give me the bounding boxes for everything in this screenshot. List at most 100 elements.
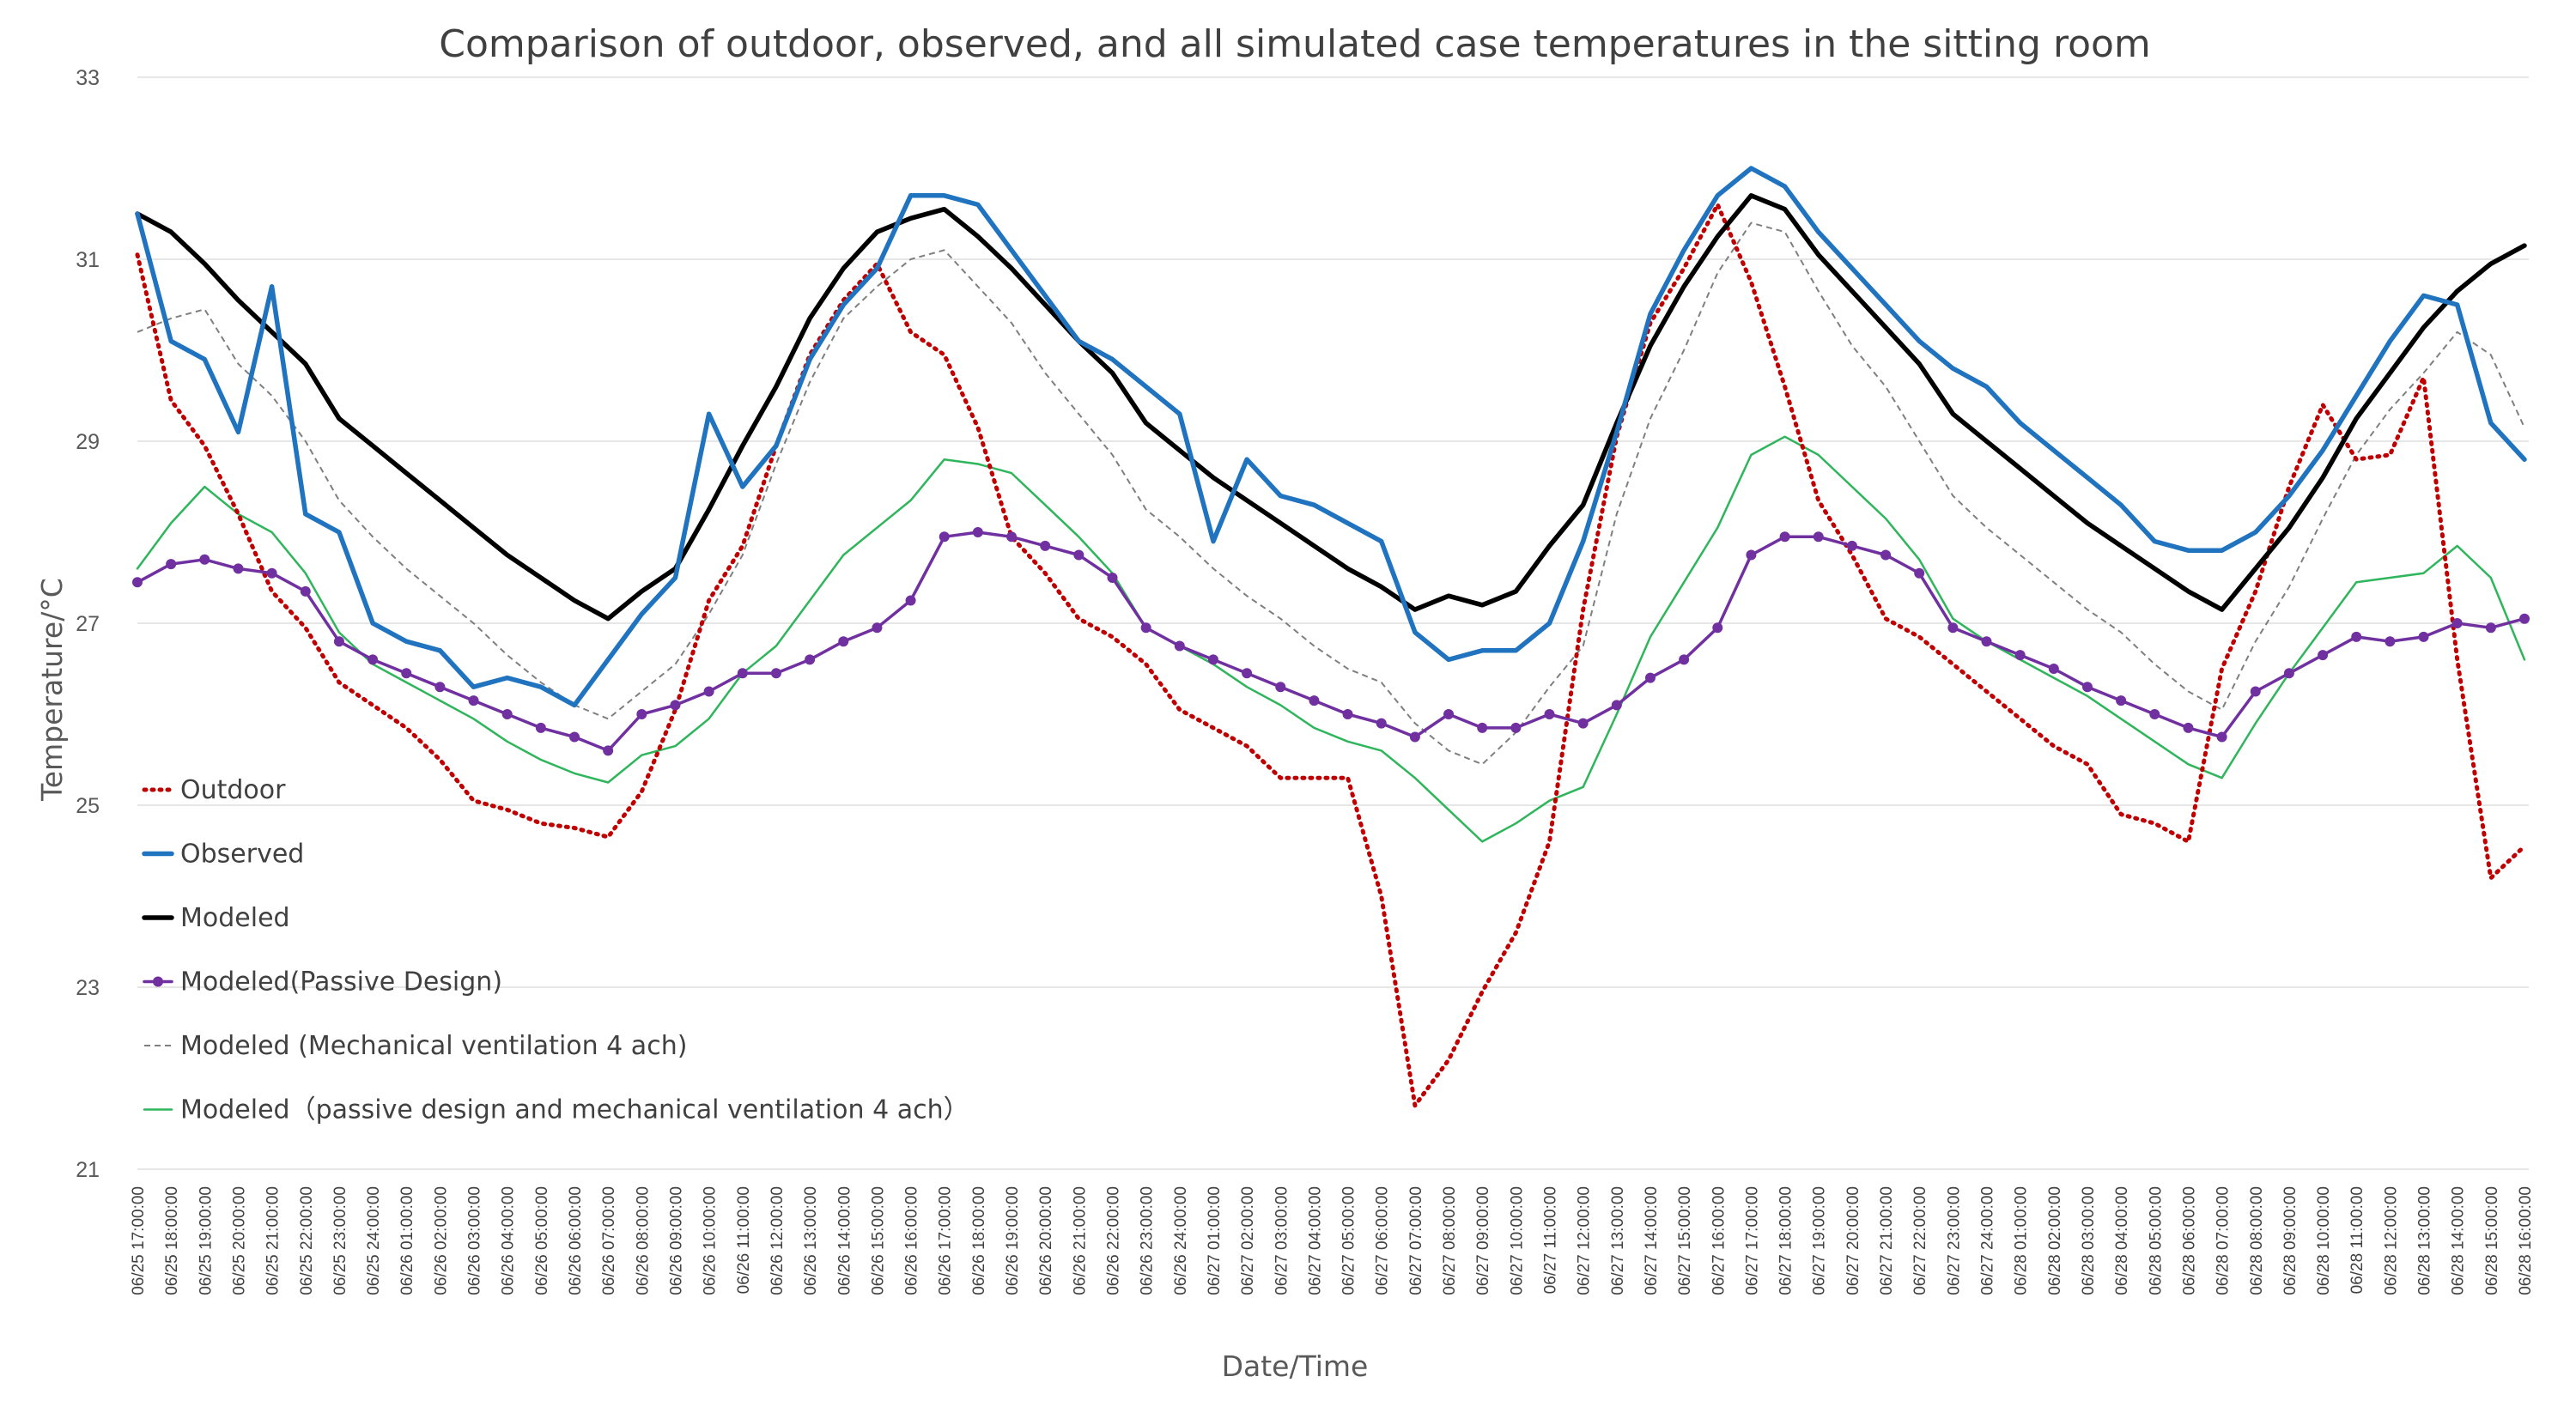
series-marker-3 (838, 636, 849, 647)
x-tick-label: 06/28 01:00:00 (2013, 1186, 2031, 1295)
series-marker-3 (1443, 709, 1455, 719)
series-marker-3 (2149, 709, 2160, 719)
x-tick-label: 06/26 15:00:00 (869, 1186, 887, 1295)
series-marker-3 (2519, 613, 2530, 624)
series-marker-3 (1813, 531, 1824, 543)
series-marker-3 (1947, 622, 1959, 634)
x-tick-label: 06/26 18:00:00 (970, 1186, 988, 1295)
series-line-4 (137, 221, 2525, 766)
x-tick-label: 06/26 19:00:00 (1004, 1186, 1022, 1295)
series-marker-3 (670, 700, 681, 711)
x-tick-label: 06/27 17:00:00 (1743, 1186, 1761, 1295)
series-marker-3 (1006, 531, 1018, 543)
x-tick-label: 06/26 14:00:00 (835, 1186, 854, 1295)
series-marker-3 (1309, 695, 1320, 706)
series-marker-3 (501, 709, 513, 719)
series-marker-3 (1577, 718, 1589, 729)
x-tick-label: 06/25 21:00:00 (264, 1186, 283, 1295)
x-tick-label: 06/27 23:00:00 (1945, 1186, 1963, 1295)
x-tick-label: 06/28 04:00:00 (2113, 1186, 2131, 1295)
x-tick-label: 06/28 07:00:00 (2215, 1186, 2233, 1295)
x-tick-label: 06/28 13:00:00 (2416, 1186, 2434, 1295)
x-tick-label: 06/27 09:00:00 (1474, 1186, 1492, 1295)
x-tick-label: 06/26 24:00:00 (1172, 1186, 1190, 1295)
series-marker-3 (166, 559, 177, 570)
x-tick-label: 06/26 22:00:00 (1104, 1186, 1122, 1295)
x-tick-label: 06/25 19:00:00 (197, 1186, 215, 1295)
series-marker-3 (1207, 654, 1218, 665)
series-marker-3 (737, 668, 748, 679)
series-marker-3 (1611, 700, 1622, 711)
x-tick-label: 06/26 04:00:00 (500, 1186, 518, 1295)
x-tick-label: 06/28 02:00:00 (2046, 1186, 2064, 1295)
y-tick-label: 33 (76, 66, 100, 90)
legend: Outdoor Observed Modeled Modeled(Passive De… (142, 775, 969, 1125)
x-tick-label: 06/27 04:00:00 (1306, 1186, 1324, 1295)
series-marker-3 (1846, 540, 1857, 551)
series-marker-3 (333, 636, 344, 647)
x-tick-label: 06/27 11:00:00 (1542, 1186, 1560, 1294)
series-marker-3 (2485, 622, 2496, 634)
x-tick-label: 06/26 23:00:00 (1139, 1186, 1157, 1295)
x-tick-label: 06/26 07:00:00 (600, 1186, 618, 1295)
series-marker-3 (805, 654, 816, 665)
series-marker-3 (1174, 640, 1185, 652)
gridlines (137, 76, 2529, 1170)
series-marker-3 (2216, 731, 2227, 743)
series-marker-3 (434, 682, 446, 693)
series-marker-3 (1342, 709, 1353, 719)
legend-label-4: Modeled (Mechanical ventilation 4 ach) (180, 1031, 687, 1061)
x-tick-label: 06/26 09:00:00 (667, 1186, 685, 1295)
x-tick-label: 06/27 02:00:00 (1239, 1186, 1257, 1295)
series-marker-3 (1914, 567, 1925, 579)
series-marker-3 (1107, 573, 1118, 583)
series-marker-3 (636, 709, 647, 719)
x-tick-label: 06/27 12:00:00 (1576, 1186, 1594, 1295)
series-marker-3 (2250, 686, 2261, 697)
x-tick-label: 06/26 16:00:00 (903, 1186, 921, 1295)
x-tick-label: 06/27 14:00:00 (1643, 1186, 1661, 1295)
legend-marker-3 (153, 976, 163, 987)
series-marker-3 (2081, 682, 2093, 693)
x-tick-label: 06/25 23:00:00 (331, 1186, 349, 1295)
x-tick-label: 06/27 18:00:00 (1777, 1186, 1795, 1295)
series-marker-3 (1140, 622, 1151, 634)
x-tick-label: 06/28 10:00:00 (2315, 1186, 2333, 1295)
x-tick-label: 06/28 15:00:00 (2483, 1186, 2501, 1295)
series-marker-3 (2014, 650, 2026, 661)
x-axis-label: Date/Time (1222, 1349, 1369, 1383)
x-axis-ticks: 06/25 17:00:00 06/25 18:00:00 06/25 19:00:… (130, 1186, 2535, 1295)
x-tick-label: 06/26 02:00:00 (432, 1186, 450, 1295)
series-marker-3 (703, 686, 714, 697)
series-marker-3 (1376, 718, 1387, 729)
series-marker-3 (1712, 622, 1723, 634)
series-line-0 (135, 202, 2527, 1108)
x-tick-label: 06/27 06:00:00 (1374, 1186, 1392, 1295)
series-lines (132, 166, 2530, 1108)
y-tick-label: 29 (76, 430, 100, 454)
x-tick-label: 06/27 05:00:00 (1340, 1186, 1358, 1295)
x-tick-label: 06/28 03:00:00 (2080, 1186, 2098, 1295)
legend-label-5: Modeled（passive design and mechanical ve… (180, 1095, 969, 1125)
y-tick-label: 25 (76, 794, 100, 818)
x-tick-label: 06/26 01:00:00 (398, 1186, 416, 1295)
x-tick-label: 06/26 08:00:00 (634, 1186, 652, 1295)
series-marker-3 (1880, 549, 1892, 561)
series-marker-3 (872, 622, 883, 634)
series-marker-3 (569, 731, 580, 743)
x-tick-label: 06/27 22:00:00 (1911, 1186, 1929, 1295)
y-tick-label: 23 (76, 976, 100, 1000)
y-axis-ticks: 21 23 25 27 29 31 33 (76, 66, 100, 1182)
x-tick-label: 06/26 12:00:00 (769, 1186, 787, 1295)
x-tick-label: 06/27 10:00:00 (1508, 1186, 1526, 1295)
x-tick-label: 06/26 06:00:00 (567, 1186, 585, 1295)
x-tick-label: 06/27 03:00:00 (1273, 1186, 1291, 1295)
legend-label-2: Modeled (180, 903, 290, 933)
series-marker-3 (939, 531, 950, 543)
series-marker-3 (1242, 668, 1253, 679)
x-tick-label: 06/27 08:00:00 (1441, 1186, 1459, 1295)
series-marker-3 (1409, 731, 1420, 743)
chart-title: Comparison of outdoor, observed, and all… (439, 22, 2151, 66)
series-line-5 (136, 435, 2526, 843)
x-tick-label: 06/26 13:00:00 (802, 1186, 820, 1295)
